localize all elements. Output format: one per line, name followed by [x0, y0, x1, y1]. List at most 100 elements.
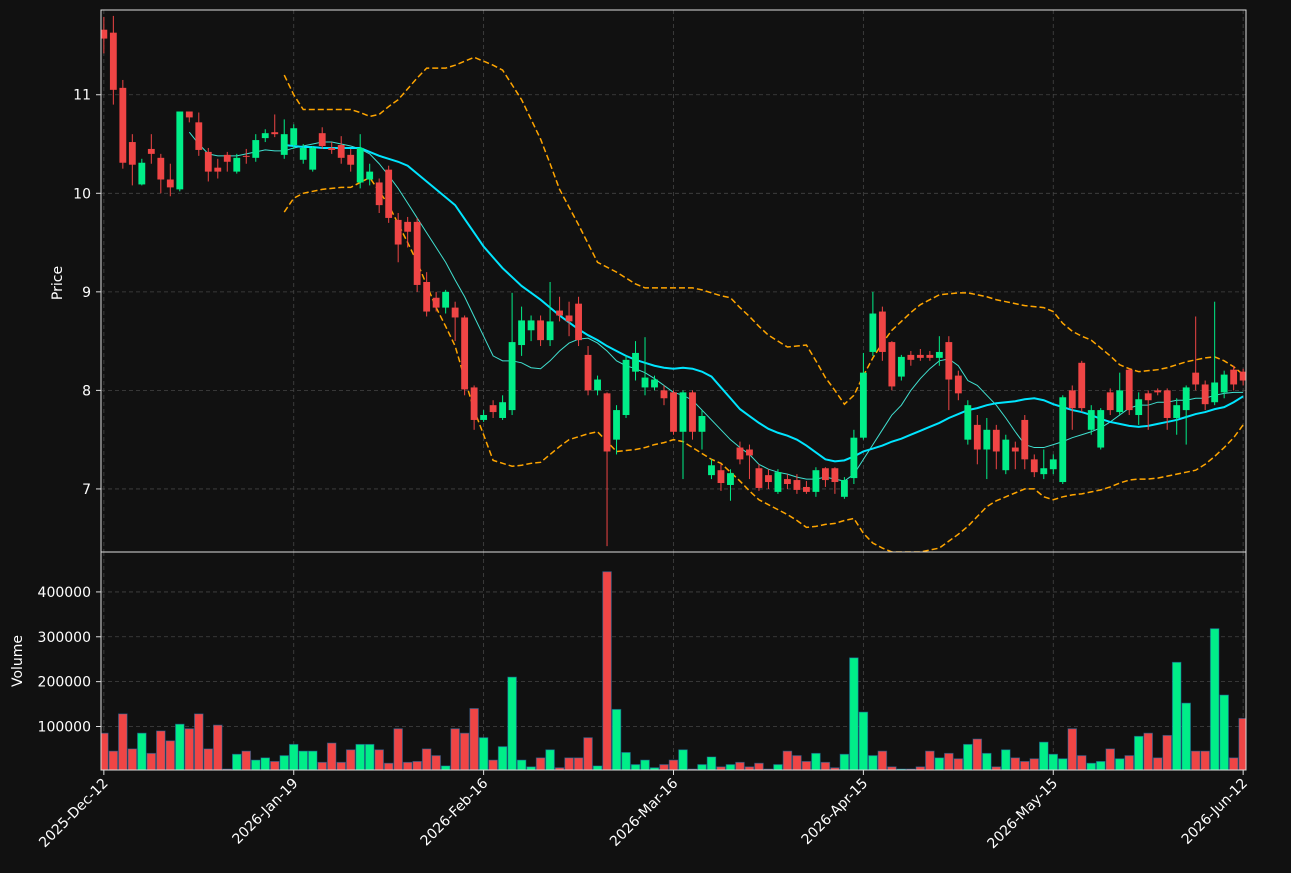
volume-bar	[659, 764, 669, 770]
indicator-line	[188, 131, 1244, 482]
volume-bar	[583, 737, 593, 770]
candle-body	[546, 321, 554, 341]
volume-bar	[156, 730, 166, 770]
volume-grid	[101, 552, 1246, 770]
volume-bar	[317, 761, 327, 770]
volume-bar	[630, 764, 641, 770]
volume-bar	[1200, 750, 1210, 770]
candle-body	[708, 465, 715, 476]
volume-bar	[1020, 760, 1030, 770]
indicator-line	[283, 176, 1244, 552]
candle-body	[413, 221, 421, 285]
candle-body	[755, 468, 763, 488]
candle-body	[223, 154, 231, 162]
volume-bar	[754, 762, 764, 770]
candle-body	[964, 405, 972, 440]
candle-body	[299, 147, 307, 160]
candle-body	[859, 372, 867, 438]
volume-bar	[488, 759, 498, 770]
volume-bar	[402, 761, 413, 770]
volume-bar	[972, 738, 983, 770]
volume-bar	[640, 759, 650, 770]
y-tick-label: 8	[82, 383, 91, 399]
volume-bar	[137, 732, 147, 770]
candle-body	[1068, 390, 1076, 409]
candle-body	[1154, 390, 1162, 393]
y-tick-label: 200000	[38, 675, 91, 691]
candle-body	[109, 32, 117, 90]
volume-bar	[887, 766, 897, 770]
volume-bar	[830, 767, 840, 770]
volume-bar	[497, 746, 508, 770]
candle-body	[166, 179, 174, 188]
candle-body	[1030, 459, 1038, 473]
volume-bar	[1124, 755, 1134, 770]
volume-bar	[194, 713, 204, 770]
candle-body	[1040, 468, 1048, 475]
volume-bar	[697, 764, 707, 770]
candle-body	[888, 342, 896, 387]
volume-bar	[478, 737, 489, 770]
volume-bar	[573, 757, 584, 770]
candle-body	[1163, 390, 1171, 418]
candle-body	[252, 140, 260, 158]
candle-body	[1097, 410, 1105, 448]
volume-bar	[231, 753, 242, 770]
candle-body	[518, 320, 526, 346]
volume-bar	[1238, 717, 1246, 770]
candle-body	[356, 147, 364, 183]
volume-bar	[1219, 694, 1229, 770]
y-tick-label: 11	[73, 88, 91, 104]
volume-bar	[706, 756, 717, 770]
volume-bar	[744, 766, 755, 770]
volume-bar	[725, 764, 736, 770]
candle-body	[907, 354, 915, 360]
volume-bar	[1095, 760, 1106, 770]
candle-body	[461, 317, 469, 390]
candle-body	[242, 155, 250, 157]
candle-body	[850, 437, 858, 479]
candle-body	[508, 342, 516, 411]
volume-bar	[839, 753, 850, 770]
volume-bar	[1067, 728, 1078, 770]
candle-body	[1059, 397, 1067, 483]
candle-body	[404, 221, 412, 232]
candle-body	[204, 151, 212, 172]
candle-body	[442, 291, 450, 308]
candle-body	[1002, 439, 1010, 471]
volume-bar	[298, 750, 308, 770]
candle-body	[935, 351, 943, 358]
candle-body	[1049, 459, 1057, 470]
candle-body	[774, 472, 782, 492]
candle-body	[1144, 393, 1152, 401]
candle-body	[157, 157, 165, 180]
volume-bar	[203, 748, 214, 770]
candle-body	[1211, 382, 1219, 403]
candle-body	[584, 354, 592, 391]
volume-bar	[963, 743, 973, 770]
volume-bar	[260, 757, 271, 770]
candle-body	[632, 352, 639, 372]
candle-body	[128, 142, 136, 165]
volume-bar	[412, 760, 422, 770]
candle-body	[1106, 392, 1114, 411]
indicator-line	[284, 144, 1244, 463]
volume-bar	[1171, 661, 1182, 770]
candle-body	[489, 405, 497, 413]
volume-bar	[858, 711, 869, 770]
candle-body	[1173, 405, 1181, 418]
volume-bar	[1162, 734, 1172, 770]
candle-body	[366, 171, 374, 180]
candle-body	[499, 402, 507, 418]
candle-body	[679, 392, 687, 432]
indicator-line	[283, 56, 1244, 406]
candle-body	[689, 392, 696, 432]
candle-body	[318, 133, 326, 146]
volume-bar	[526, 766, 536, 770]
volume-bar	[1190, 750, 1201, 770]
volume-bar	[1039, 741, 1049, 770]
volume-bar	[393, 728, 403, 770]
price-grid	[101, 10, 1246, 552]
candle-body	[803, 486, 810, 492]
candle-body	[613, 410, 620, 440]
